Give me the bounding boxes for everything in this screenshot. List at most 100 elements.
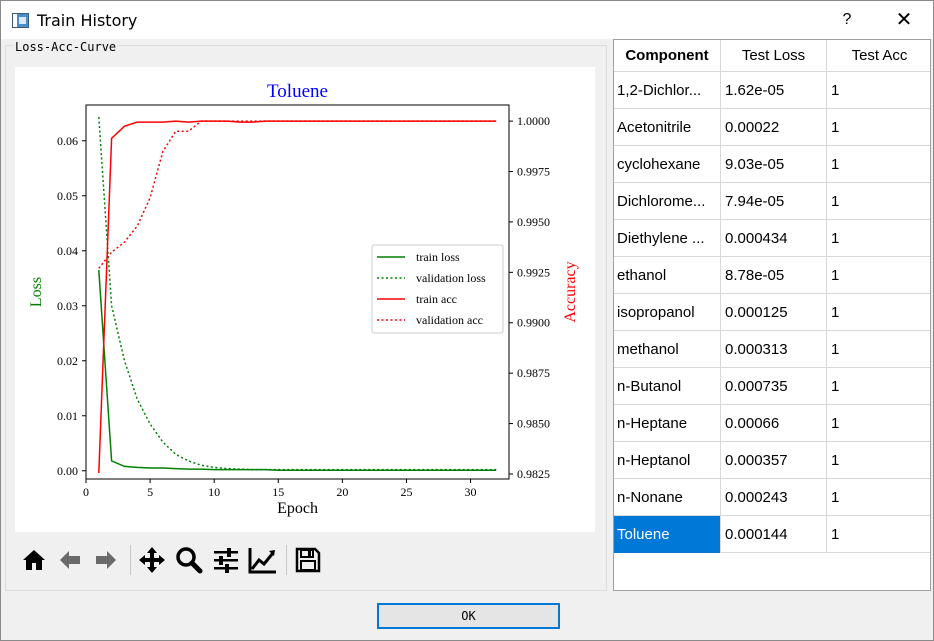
edit-curves-icon bbox=[248, 548, 276, 574]
groupbox-title: Loss-Acc-Curve bbox=[13, 40, 119, 54]
y2-axis-label: Accuracy bbox=[562, 261, 579, 322]
y-tick-label: 0.03 bbox=[57, 299, 78, 313]
subplots-icon bbox=[214, 548, 238, 573]
home-button[interactable] bbox=[17, 541, 51, 579]
forward-button[interactable] bbox=[89, 541, 123, 579]
cell-component[interactable]: n-Heptane bbox=[614, 405, 721, 442]
cell-test-acc[interactable]: 1 bbox=[831, 230, 840, 247]
legend-box bbox=[371, 244, 504, 334]
table-row[interactable]: cyclohexane 9.03e-05 1 bbox=[614, 146, 930, 183]
zoom-icon bbox=[176, 547, 203, 574]
table-row[interactable]: n-Butanol 0.000735 1 bbox=[614, 368, 930, 405]
cell-test-acc[interactable]: 1 bbox=[831, 415, 840, 432]
table-row[interactable]: n-Heptanol 0.000357 1 bbox=[614, 442, 930, 479]
cell-test-acc[interactable]: 1 bbox=[831, 82, 840, 99]
table-row[interactable]: Toluene 0.000144 1 bbox=[614, 516, 930, 553]
legend-label: train loss bbox=[416, 250, 460, 264]
cell-test-loss[interactable]: 8.78e-05 bbox=[721, 257, 827, 294]
home-icon bbox=[23, 550, 45, 570]
help-button[interactable]: ? bbox=[842, 11, 852, 28]
ok-button[interactable]: OK bbox=[377, 603, 560, 629]
cell-test-loss[interactable]: 0.000434 bbox=[721, 220, 827, 257]
x-tick-label: 25 bbox=[400, 485, 412, 499]
cell-test-loss[interactable]: 0.000125 bbox=[721, 294, 827, 331]
y2-tick-label: 0.9875 bbox=[517, 366, 550, 380]
y2-tick-label: 0.9900 bbox=[517, 316, 550, 330]
close-button[interactable]: ✕ bbox=[895, 9, 913, 31]
cell-test-loss[interactable]: 0.000313 bbox=[721, 331, 827, 368]
subplots-button[interactable] bbox=[209, 541, 243, 579]
x-axis-label: Epoch bbox=[277, 500, 318, 517]
x-tick-label: 30 bbox=[465, 485, 477, 499]
cell-test-loss[interactable]: 0.000357 bbox=[721, 442, 827, 479]
cell-test-loss[interactable]: 7.94e-05 bbox=[721, 183, 827, 220]
cell-component[interactable]: methanol bbox=[614, 331, 721, 368]
plot-canvas[interactable]: 0 5 10 15 20 25 30 0.00 0.01 0.02 0.03 0.04 0.05 0.06… bbox=[15, 67, 595, 532]
cell-test-acc[interactable]: 1 bbox=[831, 378, 840, 395]
cell-test-acc[interactable]: 1 bbox=[831, 489, 840, 506]
legend-label: validation loss bbox=[416, 271, 486, 285]
loss-acc-groupbox bbox=[5, 45, 607, 591]
cell-test-loss[interactable]: 0.00066 bbox=[721, 405, 827, 442]
cell-component[interactable]: n-Nonane bbox=[614, 479, 721, 516]
header-test-acc[interactable]: Test Acc bbox=[851, 47, 908, 64]
plot-frame bbox=[85, 104, 510, 480]
cell-component[interactable]: Toluene bbox=[614, 516, 721, 553]
title-bar[interactable]: Train History ? ✕ bbox=[1, 1, 933, 39]
cell-test-loss[interactable]: 0.000243 bbox=[721, 479, 827, 516]
cell-test-acc[interactable]: 1 bbox=[831, 341, 840, 358]
cell-test-acc[interactable]: 1 bbox=[831, 304, 840, 321]
y-tick-label: 0.00 bbox=[57, 464, 78, 478]
pan-button[interactable] bbox=[135, 541, 169, 579]
y-tick-label: 0.06 bbox=[57, 134, 78, 148]
component-results-table[interactable]: Component Test Loss Test Acc 1,2-Dichlor… bbox=[613, 39, 931, 591]
zoom-button[interactable] bbox=[172, 541, 206, 579]
table-row[interactable]: n-Heptane 0.00066 1 bbox=[614, 405, 930, 442]
cell-component[interactable]: n-Butanol bbox=[614, 368, 721, 405]
table-row[interactable]: 1,2-Dichlor... 1.62e-05 1 bbox=[614, 72, 930, 109]
save-button[interactable] bbox=[291, 541, 325, 579]
cell-test-loss[interactable]: 1.62e-05 bbox=[721, 72, 827, 109]
save-icon bbox=[295, 547, 321, 573]
header-component[interactable]: Component bbox=[614, 40, 721, 72]
table-row[interactable]: methanol 0.000313 1 bbox=[614, 331, 930, 368]
cell-test-loss[interactable]: 0.000735 bbox=[721, 368, 827, 405]
cell-test-acc[interactable]: 1 bbox=[831, 156, 840, 173]
back-button[interactable] bbox=[53, 541, 87, 579]
window-title: Train History bbox=[37, 11, 138, 30]
x-tick-label: 15 bbox=[272, 485, 284, 499]
cell-component[interactable]: Acetonitrile bbox=[614, 109, 721, 146]
cell-component[interactable]: ethanol bbox=[614, 257, 721, 294]
cell-test-loss[interactable]: 0.000144 bbox=[721, 516, 827, 553]
table-row[interactable]: ethanol 8.78e-05 1 bbox=[614, 257, 930, 294]
series-line-validation-loss bbox=[98, 117, 497, 471]
pan-icon bbox=[139, 547, 165, 573]
cell-test-acc[interactable]: 1 bbox=[831, 526, 840, 543]
cell-component[interactable]: Diethylene ... bbox=[614, 220, 721, 257]
y2-tick-label: 1.0000 bbox=[517, 114, 550, 128]
cell-component[interactable]: cyclohexane bbox=[614, 146, 721, 183]
table-row[interactable]: Dichlorome... 7.94e-05 1 bbox=[614, 183, 930, 220]
cell-component[interactable]: 1,2-Dichlor... bbox=[614, 72, 721, 109]
header-test-loss[interactable]: Test Loss bbox=[721, 40, 827, 72]
edit-curves-button[interactable] bbox=[246, 541, 280, 579]
table-row[interactable]: Acetonitrile 0.00022 1 bbox=[614, 109, 930, 146]
cell-test-loss[interactable]: 9.03e-05 bbox=[721, 146, 827, 183]
cell-test-acc[interactable]: 1 bbox=[831, 452, 840, 469]
table-row[interactable]: isopropanol 0.000125 1 bbox=[614, 294, 930, 331]
y2-tick-label: 0.9950 bbox=[517, 215, 550, 229]
series-line-validation-acc bbox=[98, 120, 497, 269]
cell-component[interactable]: n-Heptanol bbox=[614, 442, 721, 479]
cell-test-acc[interactable]: 1 bbox=[831, 267, 840, 284]
cell-test-acc[interactable]: 1 bbox=[831, 193, 840, 210]
table-row[interactable]: Diethylene ... 0.000434 1 bbox=[614, 220, 930, 257]
cell-component[interactable]: Dichlorome... bbox=[614, 183, 721, 220]
cell-test-acc[interactable]: 1 bbox=[831, 119, 840, 136]
toolbar-separator bbox=[130, 545, 131, 575]
plot-navigation-toolbar bbox=[15, 541, 415, 581]
table-row[interactable]: n-Nonane 0.000243 1 bbox=[614, 479, 930, 516]
cell-test-loss[interactable]: 0.00022 bbox=[721, 109, 827, 146]
cell-component[interactable]: isopropanol bbox=[614, 294, 721, 331]
legend-label: validation acc bbox=[416, 313, 483, 327]
